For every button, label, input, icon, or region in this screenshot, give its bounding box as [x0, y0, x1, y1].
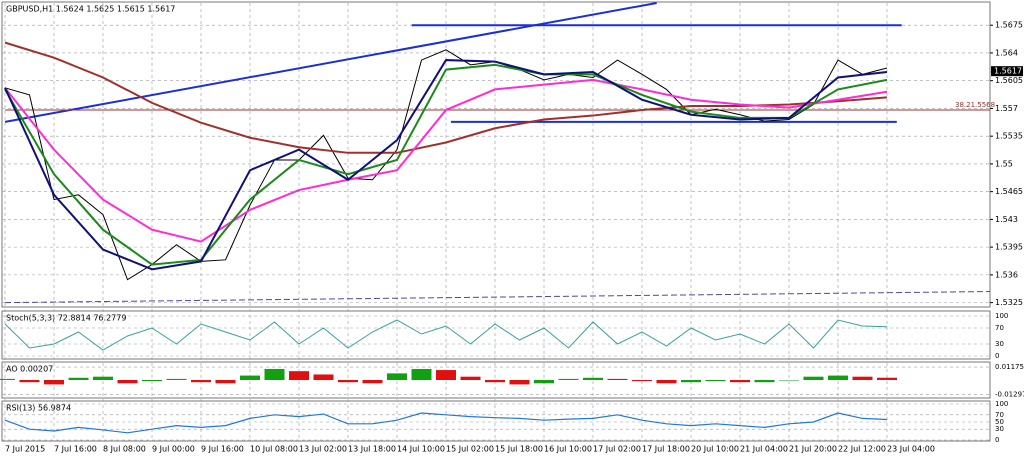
y-tick-label: 1.557: [995, 104, 1018, 113]
y-tick-label: 1.543: [995, 215, 1018, 224]
x-tick-label: 21 Jul 04:00: [740, 445, 788, 454]
ao-bar: [264, 368, 285, 380]
ao-bar: [191, 380, 211, 383]
level-line: [4, 2, 657, 123]
ao-bar: [460, 376, 481, 380]
x-tick-label: 9 Jul 16:00: [201, 445, 244, 454]
y-tick-label: 1.5605: [995, 76, 1023, 85]
x-tick-label: 17 Jul 18:00: [642, 445, 690, 454]
x-tick-label: 20 Jul 10:00: [691, 445, 739, 454]
rsi-title: RSI(13) 56.9874: [6, 404, 71, 413]
ao-bar: [877, 377, 897, 380]
x-tick-label: 21 Jul 20:00: [789, 445, 837, 454]
ao-bar: [289, 371, 309, 380]
y-tick-label: 1.5675: [995, 21, 1023, 30]
x-tick-label: 17 Jul 02:00: [593, 445, 641, 454]
ao-bar: [387, 373, 407, 380]
x-tick-label: 10 Jul 08:00: [250, 445, 298, 454]
y-tick-label: -0.01297: [995, 390, 1024, 398]
stoch-title: Stoch(5,3,3) 72.8814 76.2779: [6, 314, 126, 323]
stoch-panel: [1, 310, 991, 360]
ao-bar: [730, 380, 750, 383]
y-tick-label: 1.5395: [995, 243, 1023, 252]
ao-bar: [534, 380, 554, 384]
ao-bar: [117, 380, 138, 384]
x-tick-label: 7 Jul 2015: [5, 445, 45, 454]
ao-bar: [852, 376, 873, 380]
y-tick-label: 1.5535: [995, 132, 1023, 141]
x-tick-label: 13 Jul 02:00: [299, 445, 347, 454]
y-tick-label: 30: [995, 340, 1004, 348]
ao-bar: [803, 376, 824, 380]
x-tick-label: 13 Jul 18:00: [348, 445, 396, 454]
ao-bar: [828, 375, 848, 380]
rsi-line: [4, 412, 888, 434]
x-tick-label: 15 Jul 02:00: [446, 445, 494, 454]
stoch-line: [4, 319, 888, 351]
y-tick-label: 100: [995, 400, 1008, 408]
ao-bar: [240, 375, 260, 380]
ao-bar: [583, 377, 603, 380]
y-tick-label: 0: [995, 352, 999, 360]
x-tick-label: 23 Jul 04:00: [887, 445, 935, 454]
y-tick-label: 0: [995, 436, 999, 444]
ao-bar: [166, 378, 187, 380]
ao-bar: [44, 380, 64, 385]
y-tick-label: 0.01175: [995, 363, 1024, 371]
y-tick-label: 70: [995, 411, 1004, 419]
current-price-box: [991, 66, 1023, 77]
x-tick-label: 7 Jul 16:00: [54, 445, 97, 454]
ao-bar: [754, 380, 775, 383]
moving-average: [4, 59, 888, 271]
ao-bar: [558, 378, 579, 380]
ao-bar: [142, 380, 162, 382]
ao-bar: [485, 380, 505, 383]
chart-title: GBPUSD,H1 1.5624 1.5625 1.5615 1.5617: [6, 5, 175, 14]
y-tick-label: 1.5465: [995, 187, 1023, 196]
ao-bar: [19, 380, 40, 383]
x-tick-label: 22 Jul 12:00: [838, 445, 886, 454]
ao-bar: [362, 380, 383, 384]
ao-title: AO 0.00207: [6, 365, 53, 374]
moving-average: [4, 41, 888, 154]
ao-bar: [779, 380, 799, 381]
y-tick-label: 1.564: [995, 48, 1018, 57]
level-line: [4, 291, 990, 304]
ao-bar: [93, 376, 113, 380]
ao-bar: [681, 380, 701, 383]
main-panel: [1, 1, 991, 308]
y-tick-label: 100: [995, 312, 1008, 320]
y-tick-label: 30: [995, 425, 1004, 433]
current-price-label: 1.5617: [994, 67, 1022, 76]
y-tick-label: 1.536: [995, 270, 1018, 279]
ao-bar: [411, 368, 432, 380]
x-tick-label: 16 Jul 10:00: [544, 445, 592, 454]
moving-average: [4, 63, 888, 266]
ao-bar: [632, 380, 652, 382]
ao-bar: [313, 374, 334, 380]
y-tick-label: 1.5325: [995, 298, 1023, 307]
rsi-panel: [1, 400, 991, 442]
ao-bar: [338, 380, 358, 383]
ao-bar: [0, 378, 15, 380]
y-tick-label: 50: [995, 418, 1004, 426]
ao-bar: [656, 380, 677, 384]
ao-bar: [509, 380, 530, 385]
ao-bar: [607, 378, 628, 380]
x-tick-label: 15 Jul 18:00: [495, 445, 543, 454]
x-tick-label: 14 Jul 10:00: [397, 445, 445, 454]
ao-bar: [68, 377, 89, 380]
ao-bar: [436, 370, 456, 380]
fib-label: 38.21.5568: [955, 101, 995, 109]
ao-bar: [215, 380, 236, 384]
y-tick-label: 70: [995, 324, 1004, 332]
ao-bar: [705, 380, 726, 382]
y-tick-label: 1.55: [995, 159, 1013, 168]
x-tick-label: 9 Jul 00:00: [152, 445, 195, 454]
x-tick-label: 8 Jul 08:00: [103, 445, 146, 454]
moving-average: [4, 78, 888, 243]
